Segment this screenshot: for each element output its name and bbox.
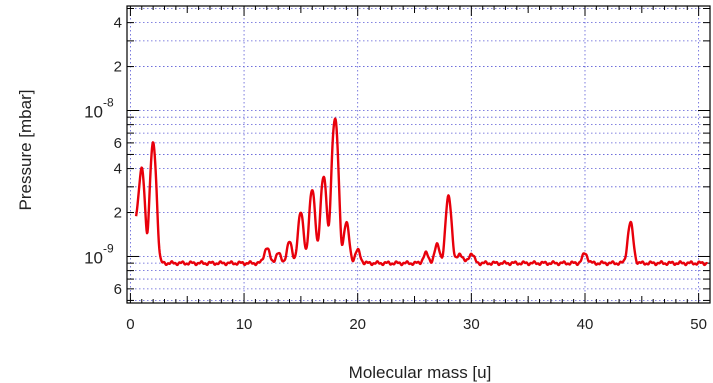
y-tick-exponent: -9 bbox=[103, 241, 114, 255]
grid bbox=[127, 6, 710, 303]
y-tick-label: 2 bbox=[114, 205, 122, 222]
axis-ticks bbox=[127, 6, 710, 303]
x-tick-label: 0 bbox=[126, 316, 134, 333]
y-tick-label: 6 bbox=[114, 135, 122, 152]
y-tick-label: 10 bbox=[84, 248, 103, 267]
x-tick-label: 10 bbox=[236, 316, 253, 333]
x-axis-label: Molecular mass [u] bbox=[349, 363, 492, 382]
x-tick-label: 30 bbox=[463, 316, 480, 333]
x-tick-label: 20 bbox=[349, 316, 366, 333]
x-tick-label: 40 bbox=[577, 316, 594, 333]
y-tick-label: 2 bbox=[114, 59, 122, 76]
plot-frame-rect bbox=[126, 5, 711, 304]
y-tick-label: 4 bbox=[114, 161, 122, 178]
y-tick-label: 4 bbox=[114, 15, 122, 32]
y-tick-label: 6 bbox=[114, 281, 122, 298]
y-axis-label: Pressure [mbar] bbox=[16, 90, 35, 211]
plot-frame bbox=[126, 5, 711, 304]
x-tick-label: 50 bbox=[690, 316, 707, 333]
y-tick-label: 10 bbox=[84, 103, 103, 122]
series-line-0 bbox=[134, 117, 709, 267]
data-series bbox=[134, 117, 709, 267]
y-tick-exponent: -8 bbox=[103, 96, 114, 110]
